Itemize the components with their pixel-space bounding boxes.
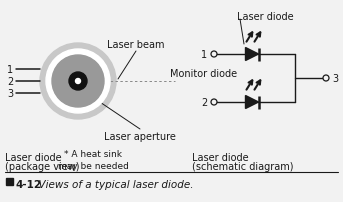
Text: Views of a typical laser diode.: Views of a typical laser diode. [32, 179, 193, 189]
Text: 1: 1 [7, 65, 13, 75]
Text: 2: 2 [7, 77, 13, 87]
Text: 3: 3 [332, 74, 338, 84]
Circle shape [46, 50, 110, 114]
Circle shape [211, 52, 217, 58]
Text: (package view): (package view) [5, 161, 80, 171]
Text: Monitor diode: Monitor diode [170, 69, 237, 79]
Polygon shape [246, 48, 259, 61]
Text: 1: 1 [201, 50, 207, 60]
Circle shape [52, 56, 104, 107]
Circle shape [323, 76, 329, 82]
Circle shape [75, 79, 81, 84]
Circle shape [211, 100, 217, 105]
Text: 2: 2 [201, 98, 207, 107]
Bar [6, 178, 13, 185]
Text: Laser aperture: Laser aperture [104, 131, 176, 141]
Text: Laser diode: Laser diode [192, 152, 249, 162]
Text: Laser beam: Laser beam [107, 40, 165, 50]
Circle shape [40, 44, 116, 119]
Polygon shape [246, 96, 259, 109]
Text: 4-12: 4-12 [15, 179, 41, 189]
Text: Laser diode: Laser diode [237, 12, 294, 22]
Text: Laser diode: Laser diode [5, 152, 62, 162]
Text: (schematic diagram): (schematic diagram) [192, 161, 294, 171]
Circle shape [69, 73, 87, 90]
Text: 3: 3 [7, 88, 13, 99]
Text: * A heat sink
may be needed: * A heat sink may be needed [58, 149, 128, 170]
